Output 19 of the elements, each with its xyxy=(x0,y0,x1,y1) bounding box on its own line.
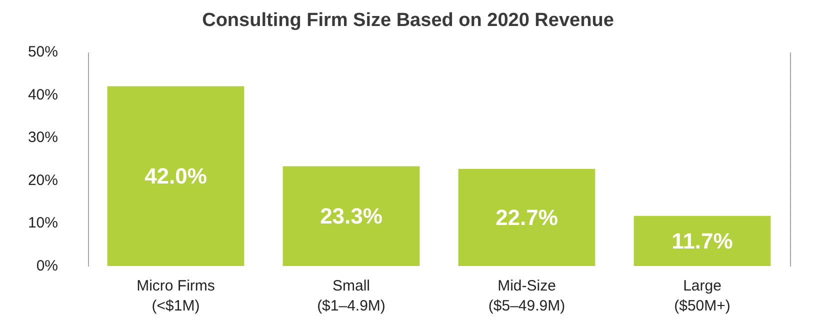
chart-title: Consulting Firm Size Based on 2020 Revenue xyxy=(202,10,614,31)
x-tick-label: Mid-Size ($5–49.9M) xyxy=(488,278,566,314)
x-tick-label: Large ($50M+) xyxy=(674,278,730,314)
y-tick-label: 0% xyxy=(36,258,58,274)
bar xyxy=(107,86,244,266)
y-tick-label: 10% xyxy=(28,214,58,232)
data-label: 23.3% xyxy=(320,204,382,229)
y-tick-label: 40% xyxy=(28,86,58,104)
x-tick-label: Small ($1–4.9M) xyxy=(317,278,386,314)
bar xyxy=(282,166,420,266)
data-label: 42.0% xyxy=(144,164,207,189)
y-tick-label: 30% xyxy=(28,129,58,146)
y-tick-label: 20% xyxy=(28,172,58,189)
x-tick-label: Micro Firms (<$1M) xyxy=(136,278,215,314)
bar xyxy=(458,168,596,266)
y-tick-label: 50% xyxy=(28,44,58,60)
data-label: 22.7% xyxy=(496,204,558,230)
data-label: 11.7% xyxy=(672,228,733,254)
bar xyxy=(634,216,771,266)
